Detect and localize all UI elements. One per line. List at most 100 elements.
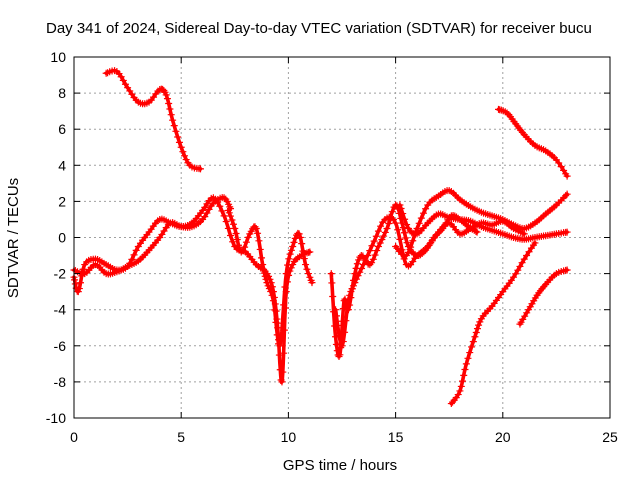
data-point: [528, 300, 536, 308]
data-point: [344, 297, 352, 305]
data-point: [295, 230, 303, 238]
y-axis-label: SDTVAR / TECUs: [5, 178, 22, 298]
data-point: [403, 221, 411, 229]
x-tick-label: 0: [70, 429, 78, 445]
data-point: [165, 99, 173, 107]
y-tick-label: 6: [58, 121, 66, 137]
data-point: [224, 224, 232, 232]
data-point: [244, 233, 252, 241]
data-point: [388, 208, 396, 216]
data-point: [336, 351, 344, 359]
data-point: [119, 76, 127, 84]
data-point: [174, 133, 182, 141]
data-point: [397, 204, 405, 212]
data-point: [402, 234, 410, 242]
y-tick-label: -10: [46, 410, 66, 426]
data-point: [229, 220, 237, 228]
data-point: [281, 283, 289, 291]
data-point: [282, 270, 290, 278]
data-point: [356, 268, 364, 276]
data-point: [269, 297, 277, 305]
data-point: [275, 351, 283, 359]
data-point: [466, 349, 474, 357]
data-point: [399, 224, 407, 232]
data-point: [352, 275, 360, 283]
data-point: [289, 243, 297, 251]
data-point: [233, 235, 241, 243]
y-tick-label: -4: [54, 302, 67, 318]
data-point: [335, 331, 343, 339]
data-point: [475, 321, 483, 329]
data-point: [378, 236, 386, 244]
data-point: [166, 105, 174, 113]
data-point: [409, 237, 417, 245]
data-point: [462, 360, 470, 368]
data-point: [563, 228, 571, 236]
y-tick-label: 8: [58, 85, 66, 101]
data-point: [361, 256, 369, 264]
data-point: [341, 328, 349, 336]
data-point: [300, 255, 308, 263]
data-point: [237, 248, 245, 256]
data-point: [358, 265, 366, 273]
data-point: [408, 229, 416, 237]
data-point: [254, 229, 262, 237]
series-arc-3: [70, 194, 235, 278]
data-point: [526, 303, 534, 311]
data-point: [333, 347, 341, 355]
data-point: [371, 251, 379, 259]
series-line: [104, 68, 203, 171]
data-point: [255, 237, 263, 245]
data-point: [298, 240, 306, 248]
data-point: [177, 143, 185, 151]
data-point: [381, 228, 389, 236]
x-tick-label: 5: [177, 429, 185, 445]
data-point: [563, 266, 571, 274]
data-point: [273, 331, 281, 339]
data-point: [130, 251, 138, 259]
data-point: [525, 306, 533, 314]
data-point: [346, 291, 354, 299]
x-tick-label: 15: [388, 429, 404, 445]
data-point: [343, 305, 351, 313]
data-point: [514, 266, 522, 274]
data-point: [203, 209, 211, 217]
data-point: [242, 238, 250, 246]
data-point: [259, 261, 267, 269]
data-point: [456, 387, 464, 395]
data-point: [460, 371, 468, 379]
data-point: [261, 272, 269, 280]
data-point: [175, 138, 183, 146]
data-point: [376, 239, 384, 247]
data-point: [471, 333, 479, 341]
data-point: [563, 190, 571, 198]
data-point: [457, 382, 465, 390]
data-point: [368, 259, 376, 267]
data-point: [260, 269, 268, 277]
data-point: [132, 246, 140, 254]
data-point: [338, 342, 346, 350]
data-point: [232, 229, 240, 237]
data-point: [117, 73, 125, 81]
data-point: [306, 248, 314, 256]
data-point: [228, 216, 236, 224]
data-point: [303, 265, 311, 273]
data-point: [370, 237, 378, 245]
x-tick-label: 10: [281, 429, 297, 445]
data-point: [454, 391, 462, 399]
data-point: [252, 224, 260, 232]
series-arc-1: [102, 67, 204, 173]
data-point: [256, 245, 264, 253]
data-point: [347, 288, 355, 296]
data-point: [263, 279, 271, 287]
data-point: [278, 319, 286, 327]
chart-title: Day 341 of 2024, Sidereal Day-to-day VTE…: [46, 20, 592, 37]
data-point: [284, 261, 292, 269]
data-point: [380, 232, 388, 240]
data-point: [516, 262, 524, 270]
data-point: [377, 222, 385, 230]
data-point: [286, 250, 294, 258]
data-point: [277, 334, 285, 342]
data-point: [271, 306, 279, 314]
